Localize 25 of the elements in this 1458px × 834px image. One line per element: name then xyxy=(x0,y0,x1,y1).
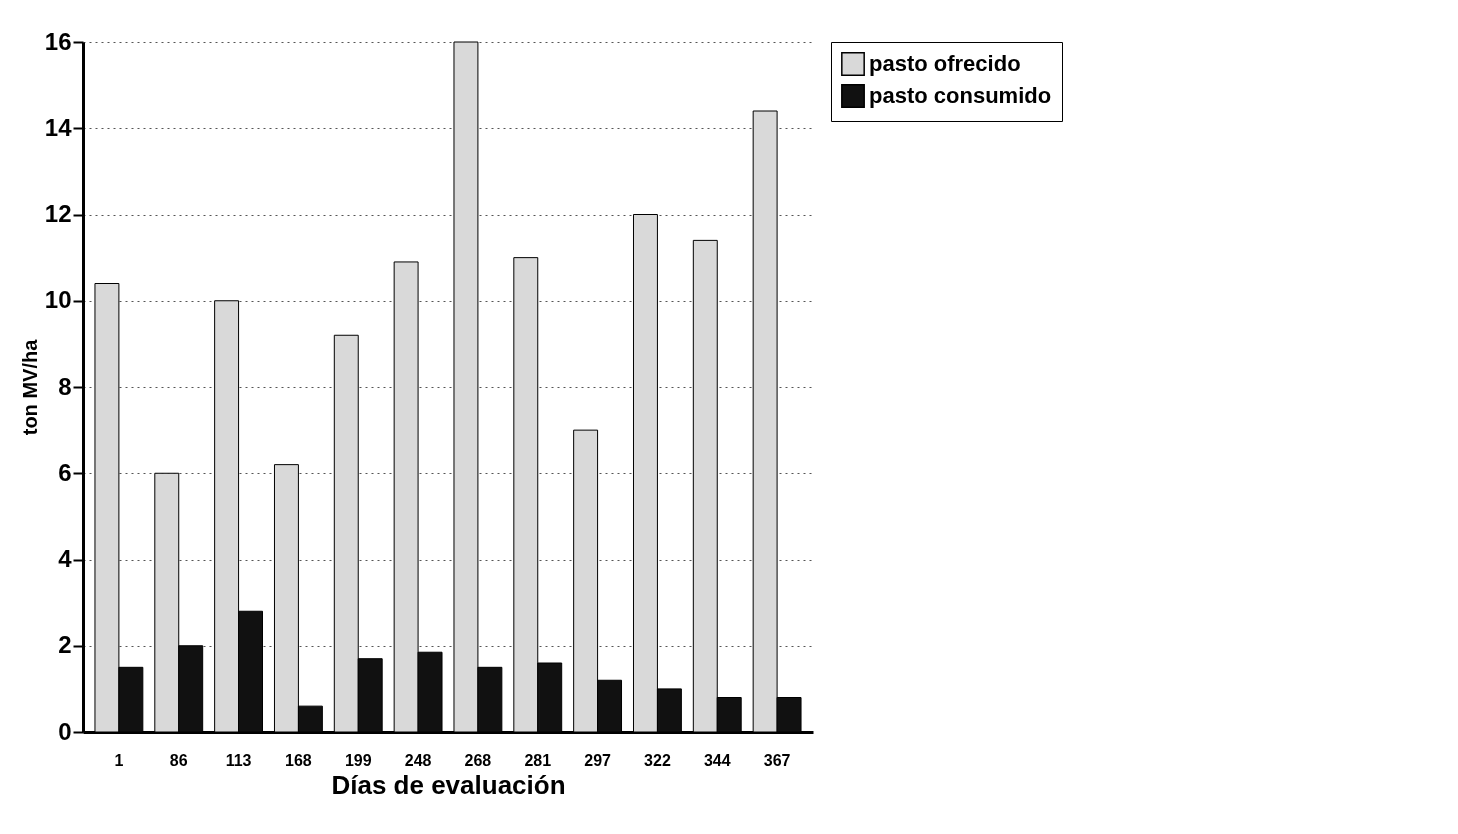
y-tick-label: 0 xyxy=(58,717,72,745)
x-tick-label: 168 xyxy=(285,751,312,769)
y-tick-label: 2 xyxy=(58,631,72,659)
y-tick-label: 6 xyxy=(58,458,72,486)
x-tick-label: 86 xyxy=(169,751,188,769)
y-tick-label: 14 xyxy=(44,113,73,141)
x-tick-label: 344 xyxy=(703,751,731,769)
y-tick-label: 10 xyxy=(44,286,72,314)
x-tick-label: 281 xyxy=(524,751,552,769)
x-tick-label: 367 xyxy=(763,751,791,769)
legend-label: pasto consumido xyxy=(869,83,1052,108)
y-tick-label: 8 xyxy=(58,372,72,400)
x-tick-label: 268 xyxy=(464,751,492,769)
x-tick-label: 322 xyxy=(644,751,671,769)
x-tick-label: 248 xyxy=(404,751,432,769)
y-axis-title: ton MV/ha xyxy=(18,338,41,436)
x-axis-title: Días de evaluación xyxy=(331,769,566,800)
y-tick-label: 16 xyxy=(44,27,72,55)
legend-label: pasto ofrecido xyxy=(869,51,1021,76)
y-tick-label: 4 xyxy=(58,545,73,572)
x-tick-label: 297 xyxy=(584,751,612,769)
x-tick-label: 113 xyxy=(225,751,252,769)
y-tick-label: 12 xyxy=(44,200,72,227)
x-tick-label: 199 xyxy=(344,751,372,769)
x-tick-label: 1 xyxy=(114,751,124,769)
